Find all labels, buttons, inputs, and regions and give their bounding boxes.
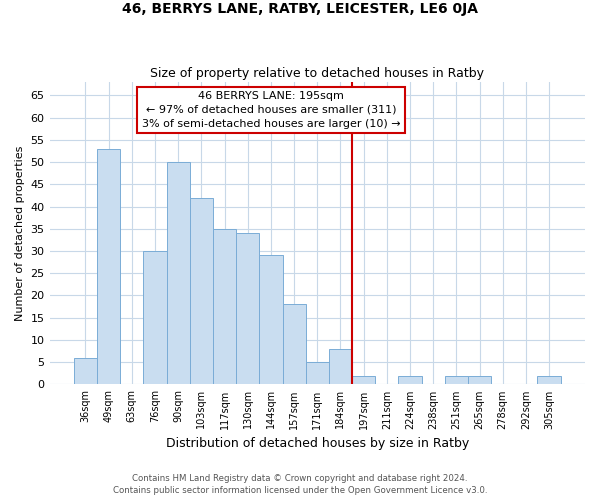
Title: Size of property relative to detached houses in Ratby: Size of property relative to detached ho… (150, 66, 484, 80)
Bar (445, 376, 468, 384)
Bar (468, 376, 491, 384)
Text: 46, BERRYS LANE, RATBY, LEICESTER, LE6 0JA: 46, BERRYS LANE, RATBY, LEICESTER, LE6 0… (122, 2, 478, 16)
X-axis label: Distribution of detached houses by size in Ratby: Distribution of detached houses by size … (166, 437, 469, 450)
Y-axis label: Number of detached properties: Number of detached properties (15, 146, 25, 321)
Bar (259, 256, 283, 384)
Bar (213, 229, 236, 384)
Bar (305, 362, 329, 384)
Bar (236, 233, 259, 384)
Bar (167, 162, 190, 384)
Bar (74, 358, 97, 384)
Bar (538, 376, 560, 384)
Bar (329, 349, 352, 384)
Bar (143, 251, 167, 384)
Bar (190, 198, 213, 384)
Text: 46 BERRYS LANE: 195sqm
← 97% of detached houses are smaller (311)
3% of semi-det: 46 BERRYS LANE: 195sqm ← 97% of detached… (142, 91, 400, 129)
Bar (352, 376, 375, 384)
Bar (97, 149, 120, 384)
Bar (398, 376, 422, 384)
Bar (283, 304, 305, 384)
Text: Contains HM Land Registry data © Crown copyright and database right 2024.
Contai: Contains HM Land Registry data © Crown c… (113, 474, 487, 495)
